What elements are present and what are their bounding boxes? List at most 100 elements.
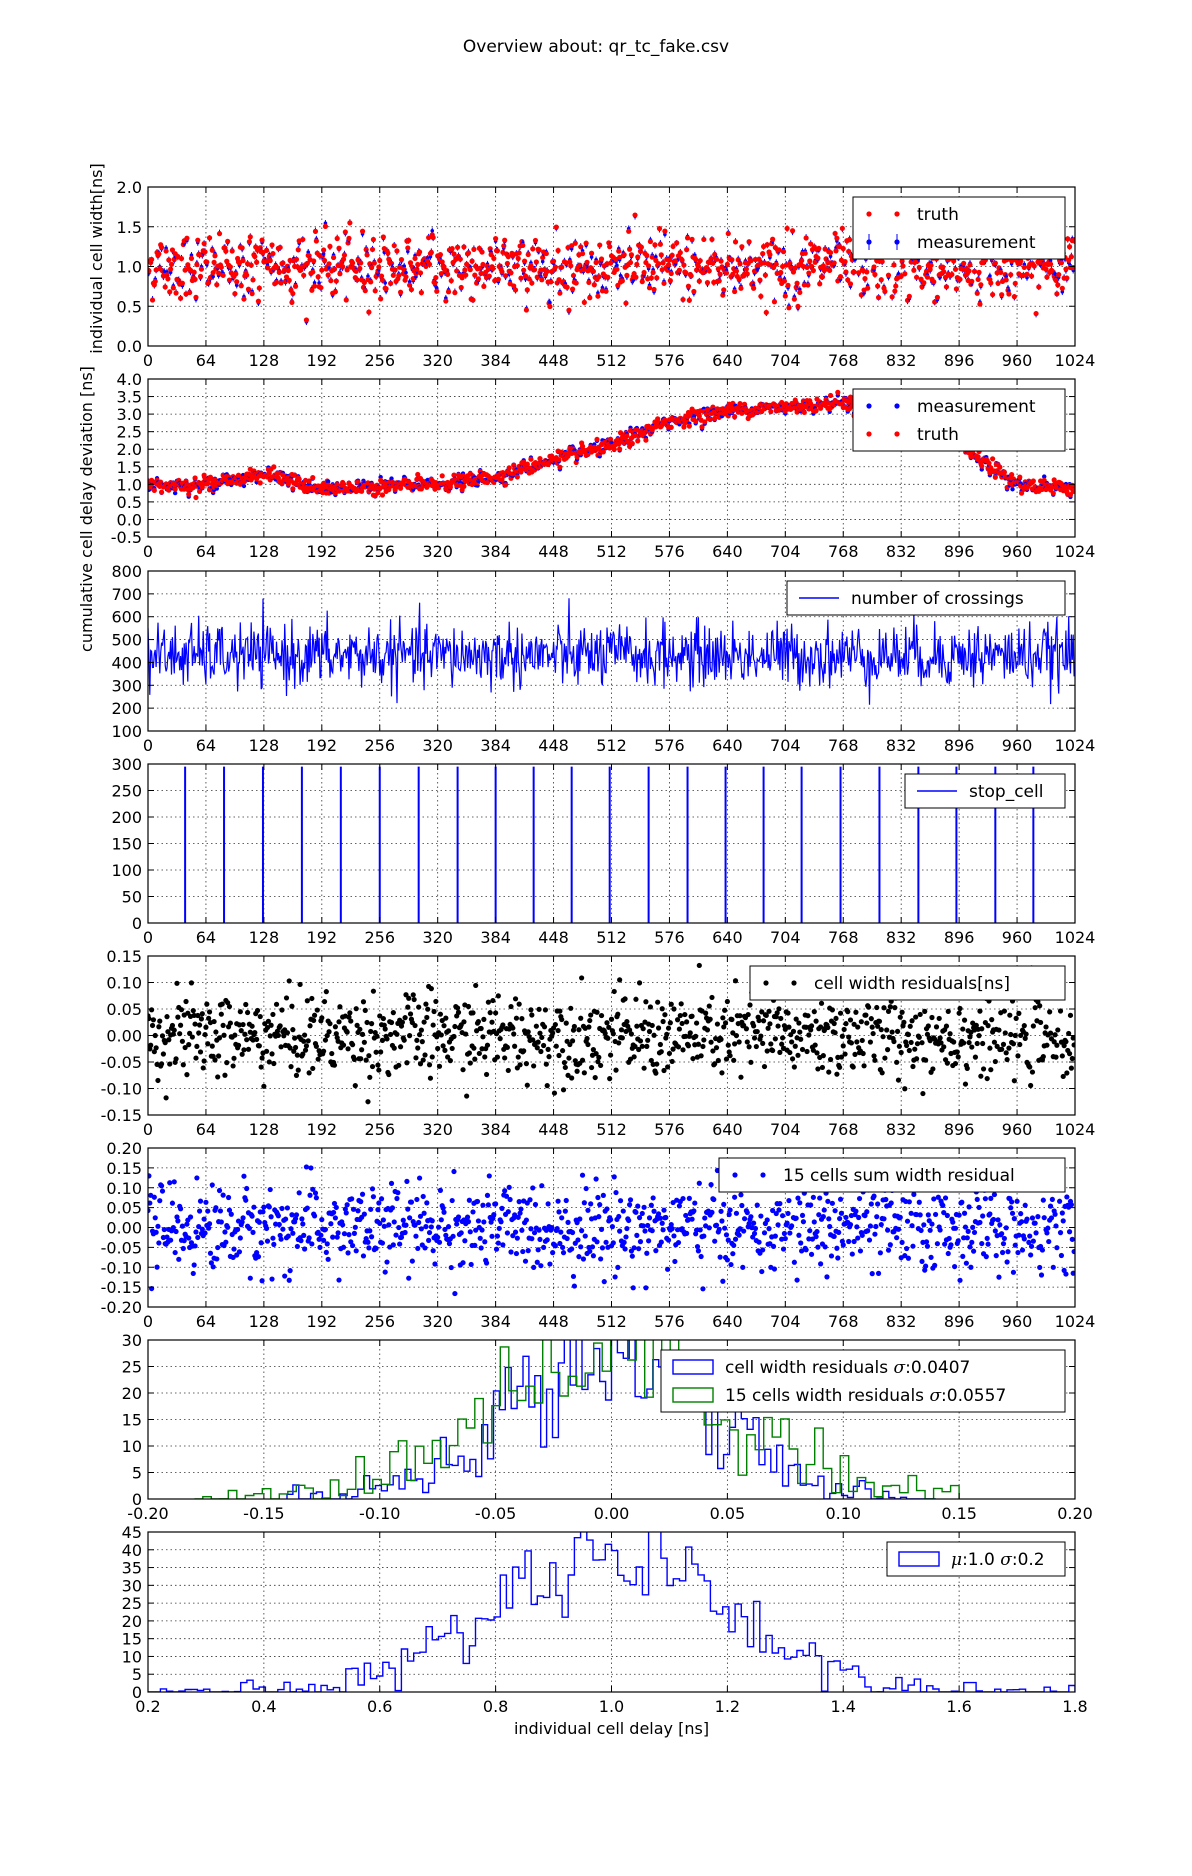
truth-point: [173, 290, 179, 296]
truth-point: [471, 246, 477, 253]
truth-point: [679, 257, 685, 263]
truth-point: [992, 260, 998, 266]
y-tick-label: 0.5: [117, 297, 142, 316]
measurement-marker: [162, 269, 167, 274]
truth-point: [166, 257, 172, 263]
truth-point: [340, 264, 346, 270]
truth-point: [1008, 272, 1014, 278]
truth-point: [804, 264, 810, 271]
truth-point: [624, 272, 630, 278]
truth-point: [289, 299, 295, 306]
truth-point: [934, 294, 940, 300]
truth-point: [900, 263, 906, 269]
truth-point: [1044, 274, 1050, 280]
truth-point: [644, 252, 650, 259]
truth-point: [941, 269, 947, 275]
truth-point: [300, 236, 306, 243]
truth-point: [162, 284, 168, 290]
truth-point: [368, 279, 374, 285]
truth-point: [842, 259, 848, 265]
truth-point: [515, 255, 521, 262]
truth-point: [953, 286, 960, 292]
truth-point: [254, 259, 260, 265]
truth-point: [706, 268, 712, 274]
truth-point: [301, 272, 307, 278]
truth-point: [227, 264, 233, 270]
truth-point: [403, 274, 409, 280]
truth-point: [578, 244, 584, 250]
truth-point: [718, 258, 724, 264]
truth-point: [784, 225, 790, 232]
truth-point: [248, 262, 254, 268]
truth-point: [1031, 263, 1037, 269]
truth-point: [632, 212, 638, 218]
truth-point: [250, 277, 256, 283]
truth-point: [310, 474, 316, 481]
truth-point: [488, 252, 494, 258]
truth-point: [311, 283, 318, 289]
truth-point: [966, 268, 972, 274]
truth-point: [369, 246, 376, 253]
truth-point: [312, 228, 319, 234]
truth-point: [865, 285, 871, 291]
x-tick-label: 960: [1002, 351, 1033, 370]
truth-point: [651, 286, 657, 293]
truth-point: [704, 279, 711, 286]
truth-point: [819, 274, 826, 280]
truth-point: [398, 257, 405, 263]
truth-point: [269, 242, 275, 248]
truth-point: [649, 254, 655, 260]
truth-point: [763, 309, 769, 316]
truth-point: [633, 274, 639, 280]
measurement-marker: [321, 251, 326, 256]
truth-point: [179, 280, 186, 286]
truth-point: [616, 248, 622, 254]
measurement-marker: [540, 259, 545, 264]
truth-point: [214, 282, 220, 288]
truth-point: [661, 280, 667, 286]
truth-point: [390, 272, 396, 278]
truth-point: [206, 279, 212, 285]
truth-point: [347, 220, 353, 226]
truth-point: [677, 250, 683, 256]
truth-point: [691, 288, 697, 295]
truth-point: [293, 256, 300, 262]
truth-point: [961, 260, 967, 266]
truth-point: [391, 242, 397, 249]
truth-point: [514, 262, 520, 269]
truth-point: [512, 287, 519, 293]
truth-point: [685, 283, 692, 289]
truth-point: [394, 248, 400, 254]
measurement-marker: [430, 228, 435, 233]
truth-point: [656, 225, 663, 232]
truth-point: [1012, 280, 1018, 287]
truth-point: [721, 287, 727, 293]
legend: truth measurement: [852, 196, 1066, 260]
truth-point: [376, 264, 382, 270]
truth-point: [791, 296, 797, 302]
truth-point: [799, 258, 805, 264]
truth-point: [969, 278, 975, 284]
truth-point: [786, 305, 792, 311]
truth-point: [259, 237, 265, 243]
truth-point: [322, 223, 329, 229]
truth-point: [781, 278, 788, 284]
truth-point: [911, 267, 917, 273]
truth-point: [432, 280, 438, 286]
x-tick-label: 512: [596, 351, 627, 370]
truth-point: [168, 261, 175, 267]
truth-point: [354, 277, 360, 283]
truth-point: [246, 239, 252, 245]
truth-point: [372, 288, 378, 294]
truth-point: [341, 252, 348, 258]
truth-point: [762, 272, 768, 278]
truth-point: [597, 242, 603, 248]
truth-point: [1047, 261, 1054, 267]
truth-point: [165, 276, 171, 282]
truth-point: [913, 274, 920, 280]
truth-point: [802, 250, 808, 256]
measurement-marker: [383, 281, 387, 285]
measurement-marker: [366, 274, 370, 278]
truth-point: [156, 251, 162, 257]
truth-point: [528, 262, 534, 269]
